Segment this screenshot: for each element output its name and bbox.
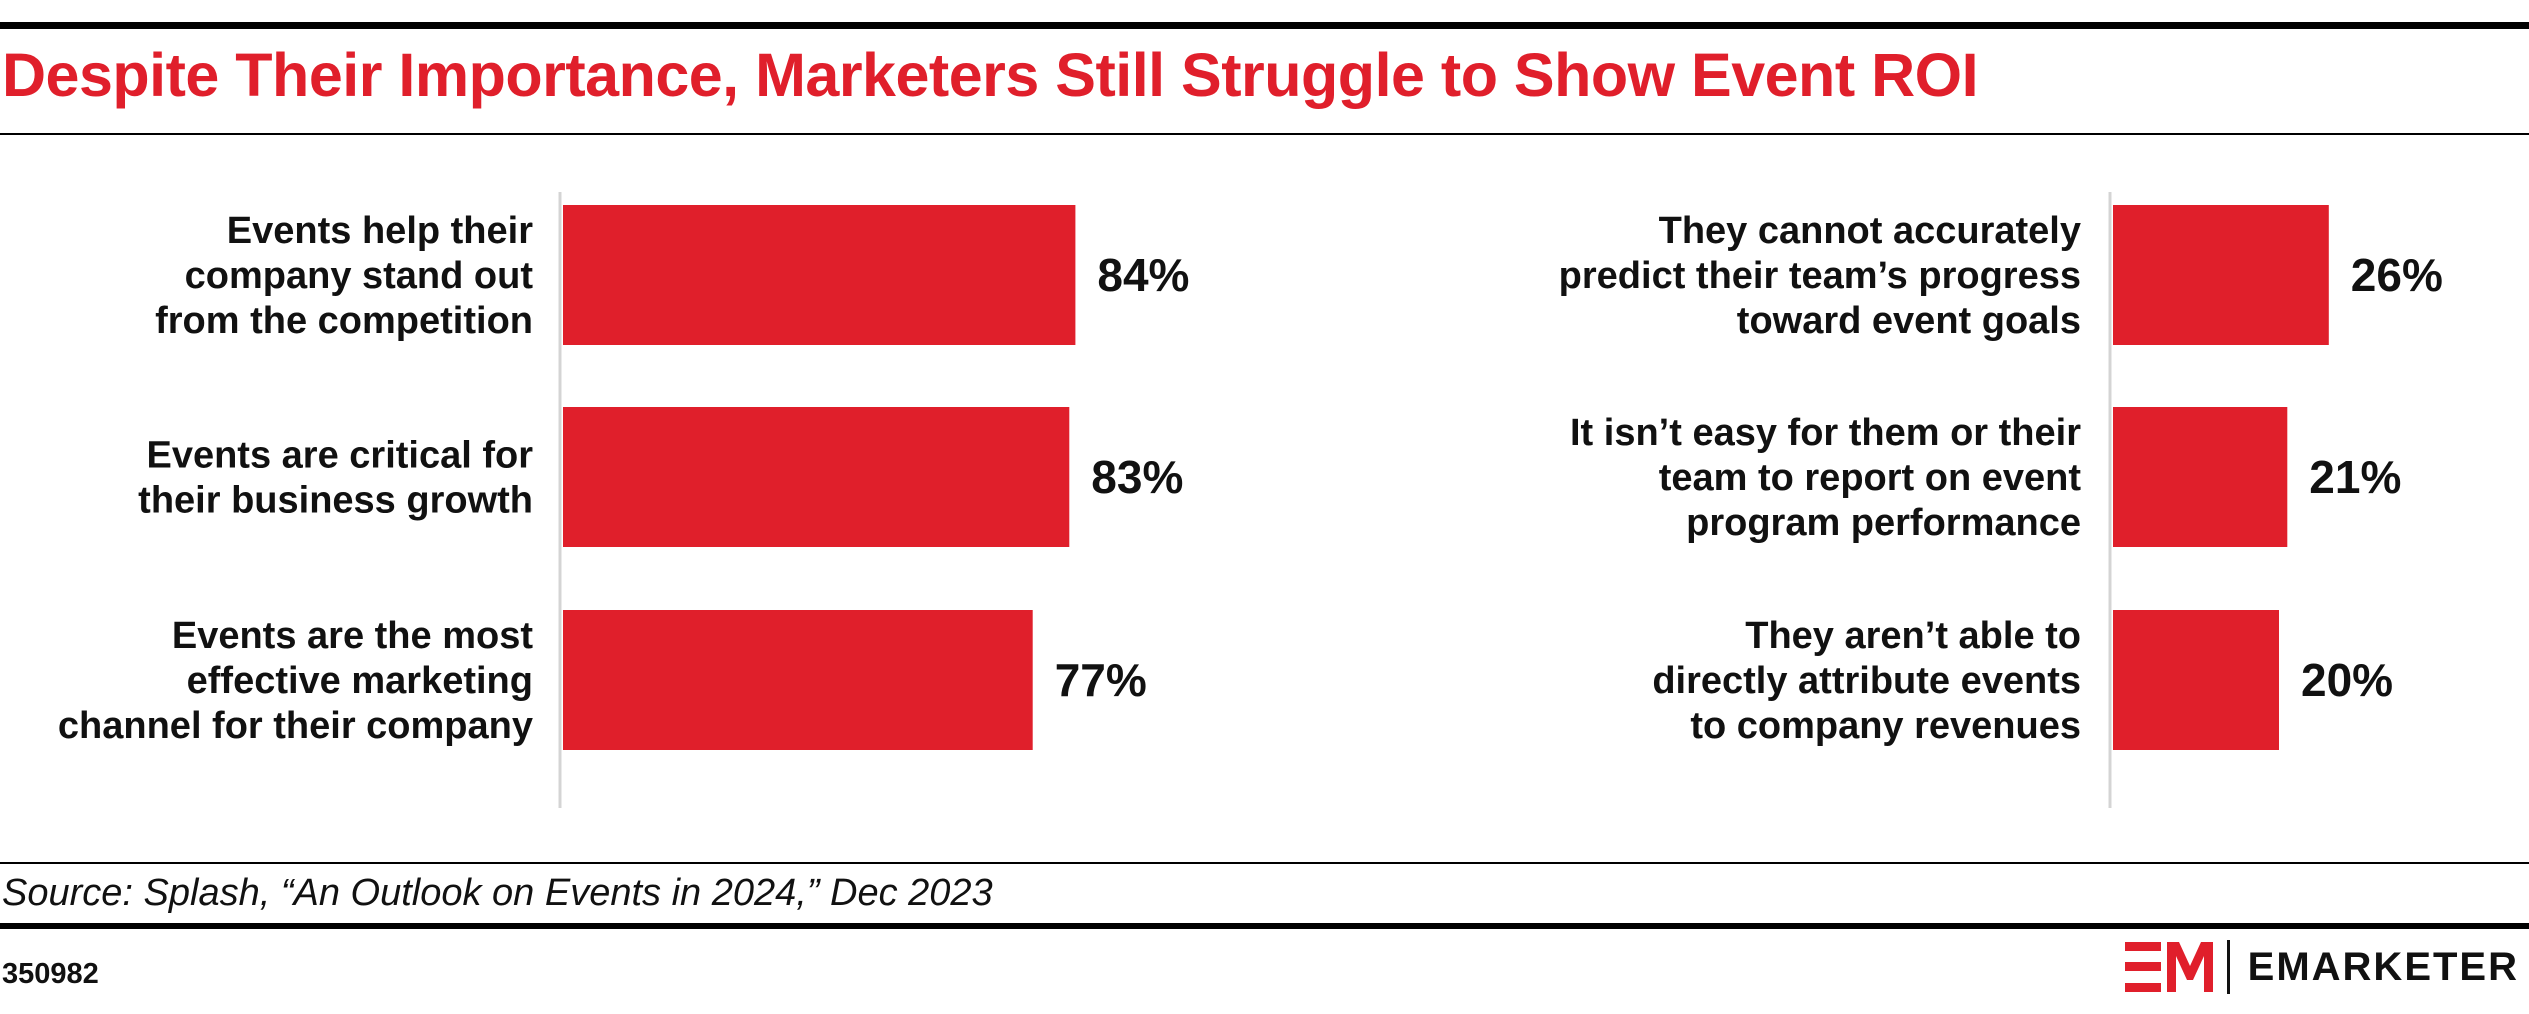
em-logo-icon xyxy=(2124,942,2213,992)
left-category-label-3: Events are the most effective marketing ch… xyxy=(58,615,533,747)
right-bar-1 xyxy=(2113,205,2329,345)
bar-charts: 84% Events help their company stand out fro… xyxy=(58,192,2443,808)
top-rule xyxy=(0,22,2529,29)
right-category-label-3: They aren’t able to directly attribute ev… xyxy=(1652,615,2081,747)
left-category-label-2: Events are critical for their business gr… xyxy=(138,435,533,522)
left-bar-1 xyxy=(563,205,1076,345)
right-value-label-3: 20% xyxy=(2301,654,2393,706)
left-value-label-3: 77% xyxy=(1055,654,1147,706)
right-bar-3 xyxy=(2113,610,2279,750)
source-note: Source: Splash, “An Outlook on Events in… xyxy=(2,872,993,914)
title-divider xyxy=(0,133,2529,135)
chart-id: 350982 xyxy=(2,958,99,990)
left-bar-2 xyxy=(563,407,1070,547)
right-value-label-1: 26% xyxy=(2351,249,2443,301)
right-bar-2 xyxy=(2113,407,2288,547)
emarketer-logo: EMARKETER xyxy=(2124,940,2519,994)
left-category-label-1: Events help their company stand out from t… xyxy=(155,210,533,342)
footer-rule xyxy=(0,923,2529,929)
left-bar-3 xyxy=(563,610,1033,750)
chart-title: Despite Their Importance, Marketers Stil… xyxy=(2,41,1979,109)
logo-divider xyxy=(2226,940,2230,994)
brand-name: EMARKETER xyxy=(2247,944,2519,989)
source-divider xyxy=(0,862,2529,864)
left-value-label-2: 83% xyxy=(1091,451,1183,503)
right-value-label-2: 21% xyxy=(2309,451,2401,503)
right-category-label-1: They cannot accurately predict their team… xyxy=(1559,210,2081,342)
left-value-label-1: 84% xyxy=(1097,249,1189,301)
right-category-label-2: It isn’t easy for them or their team to r… xyxy=(1570,412,2081,544)
